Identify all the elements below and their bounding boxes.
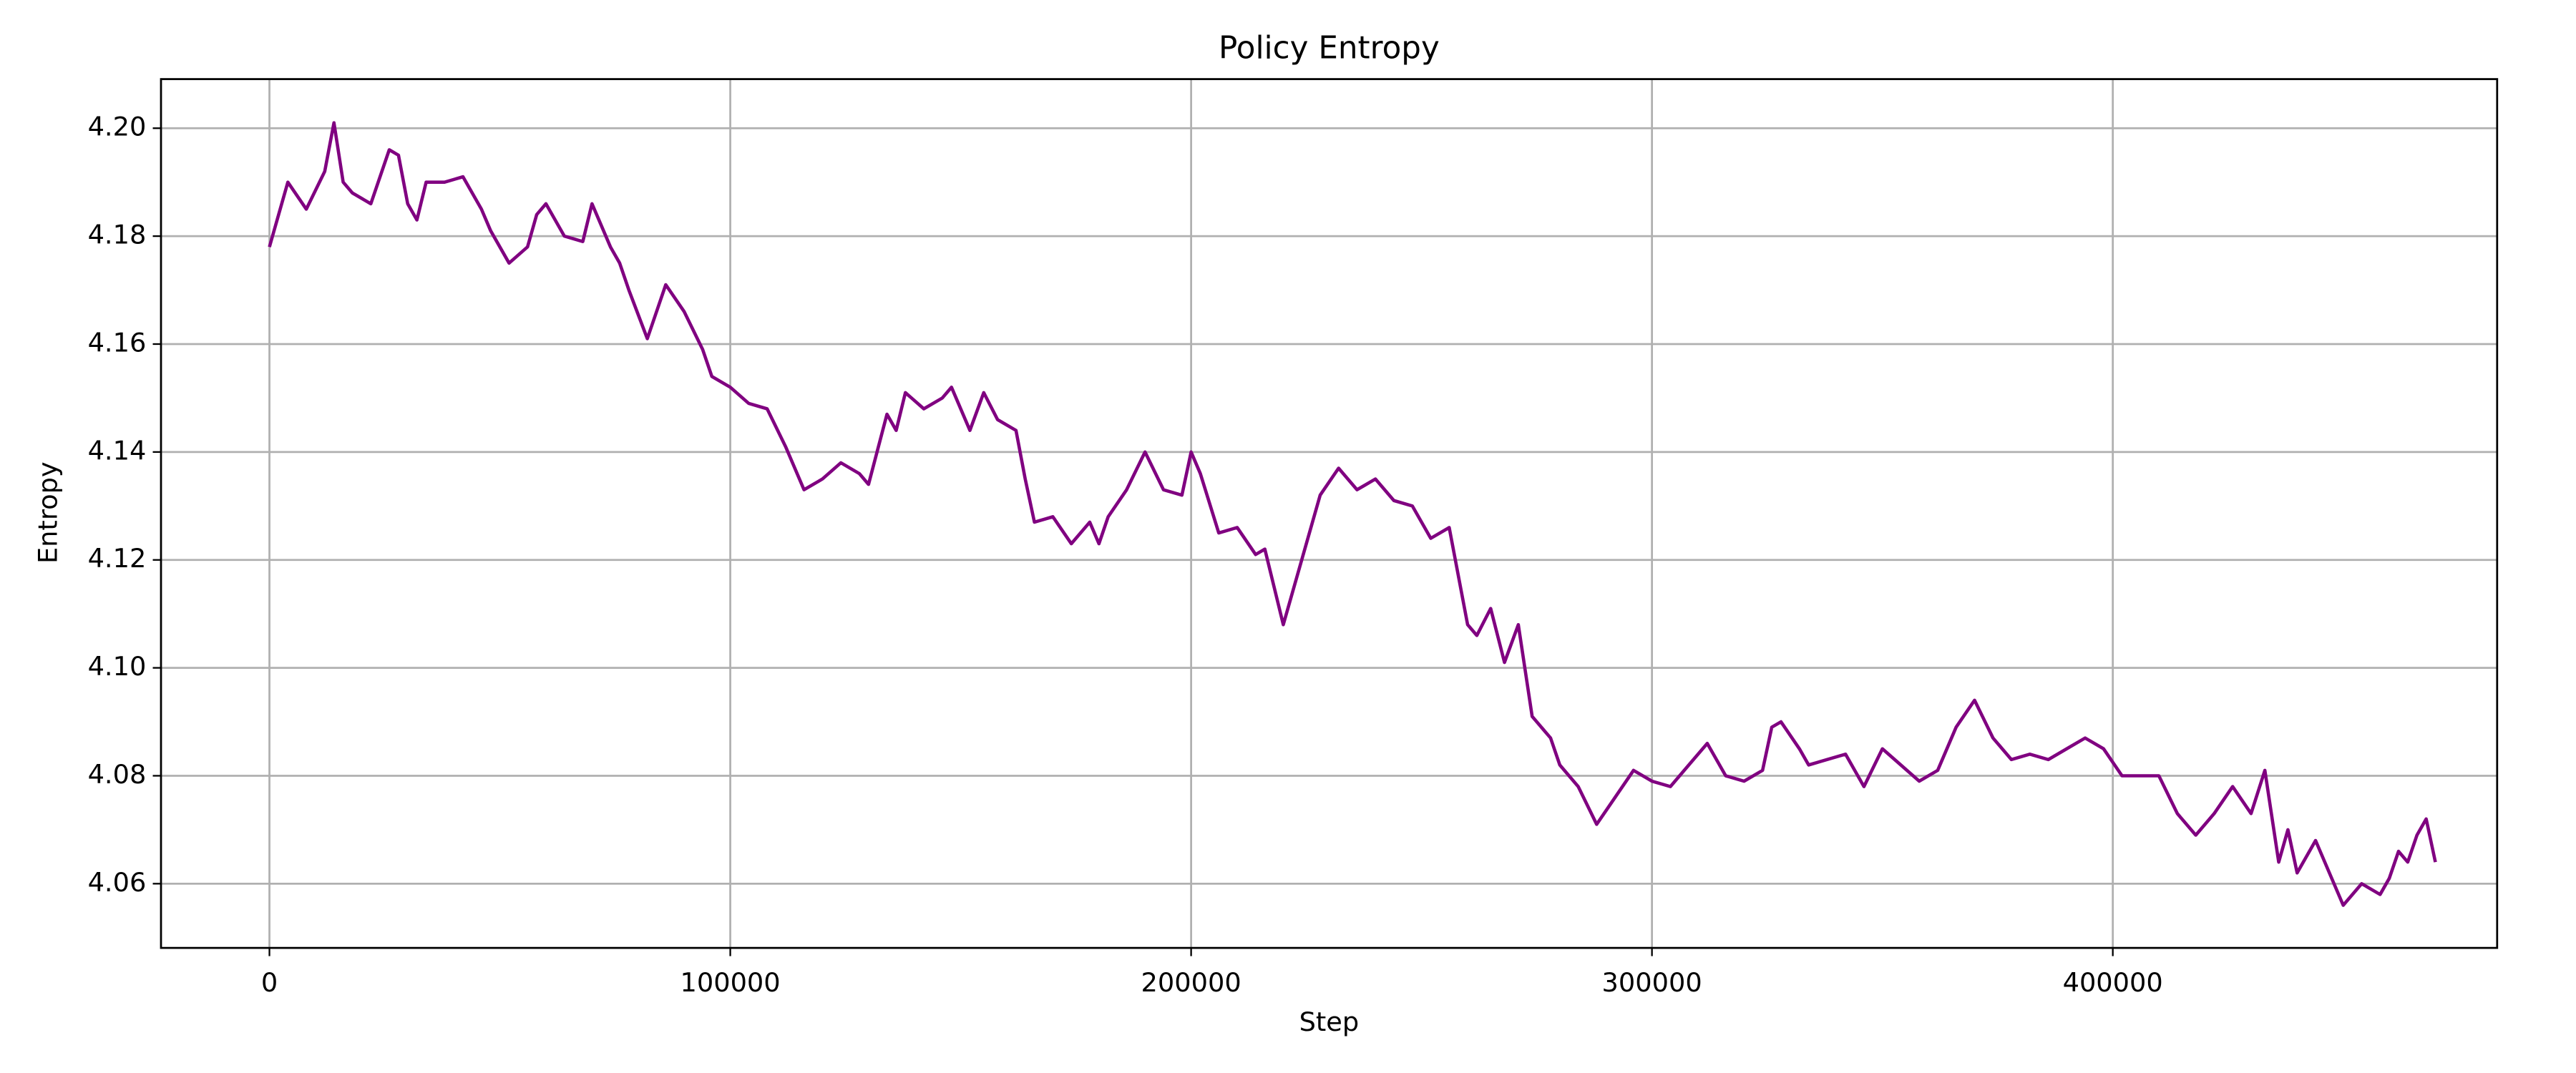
x-tick-label: 100000 — [680, 967, 780, 998]
x-axis-label: Step — [1299, 1006, 1360, 1037]
y-axis-label: Entropy — [32, 461, 63, 564]
y-tick-label: 4.12 — [88, 543, 147, 574]
plot-frame — [160, 78, 2499, 949]
y-tick-label: 4.14 — [88, 435, 147, 466]
grid — [161, 79, 2497, 949]
x-tick-label: 400000 — [2063, 967, 2163, 998]
x-tick-label: 300000 — [1602, 967, 1702, 998]
chart-title: Policy Entropy — [1219, 30, 1440, 66]
y-tick-label: 4.18 — [88, 220, 147, 250]
plot — [268, 121, 2437, 907]
y-tick-label: 4.06 — [88, 867, 147, 898]
y-tick-label: 4.08 — [88, 759, 147, 790]
y-tick-label: 4.10 — [88, 651, 147, 682]
y-tick-label: 4.16 — [88, 327, 147, 358]
x-tick-label: 0 — [261, 967, 278, 998]
x-tick-label: 200000 — [1141, 967, 1241, 998]
y-tick-label: 4.20 — [88, 112, 147, 142]
data-line — [268, 121, 2437, 907]
